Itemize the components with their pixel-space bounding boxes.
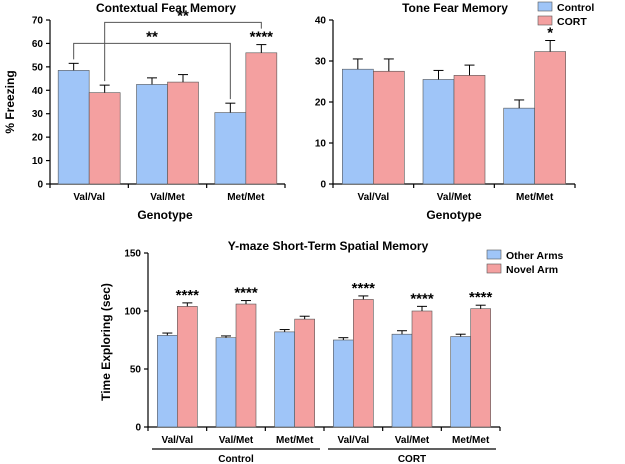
contextual-x-label: Genotype [137, 208, 193, 222]
ymaze-significance-label: **** [234, 285, 258, 302]
contextual-bar [245, 52, 278, 185]
contextual-comparison-label: ** [177, 7, 189, 24]
contextual-comparison-bracket [104, 21, 262, 82]
tone-y-tick-label: 20 [315, 98, 327, 109]
contextual-y-tick-label: 60 [32, 39, 44, 50]
contextual-bar [214, 112, 247, 185]
tone-legend: Control CORT [537, 1, 594, 28]
ymaze-bar [157, 335, 178, 428]
legend-label-novel-arm: Novel Arm [506, 264, 558, 276]
ymaze-significance-label: **** [352, 280, 376, 297]
ymaze-category-label: Val/Met [395, 435, 430, 446]
contextual-y-tick-label: 20 [32, 133, 44, 144]
tone-title: Tone Fear Memory [402, 1, 508, 15]
contextual-bar [136, 84, 168, 185]
ymaze-bar [274, 331, 295, 428]
tone-bar [503, 107, 535, 185]
tone-y-tick-label: 40 [315, 16, 327, 27]
legend-swatch-other-arms [486, 249, 502, 260]
ymaze-significance-label: **** [469, 289, 493, 306]
ymaze-bar [294, 318, 315, 428]
tone-x-label: Genotype [426, 208, 482, 222]
ymaze-legend: Other Arms Novel Arm [486, 249, 564, 276]
contextual-category-label: Met/Met [227, 192, 265, 203]
contextual-bar [167, 81, 199, 185]
ymaze-bar [333, 339, 354, 428]
ymaze-y-tick-label: 0 [135, 423, 141, 434]
ymaze-category-label: Met/Met [276, 435, 314, 446]
legend-label-other-arms: Other Arms [506, 250, 564, 262]
ymaze-y-tick-label: 50 [130, 365, 142, 376]
tone-category-label: Val/Val [357, 192, 389, 203]
ymaze-bar [177, 306, 198, 428]
legend-swatch-control [537, 1, 553, 12]
contextual-bar [57, 70, 90, 185]
ymaze-bar [411, 310, 433, 428]
contextual-y-tick-label: 70 [32, 16, 44, 27]
ymaze-bar [353, 299, 374, 428]
legend-swatch-novel-arm [486, 263, 502, 274]
ymaze-bar [391, 333, 413, 428]
ymaze-significance-label: **** [410, 290, 434, 307]
ymaze-category-label: Val/Met [219, 435, 254, 446]
contextual-category-label: Val/Val [73, 192, 105, 203]
ymaze-y-tick-label: 100 [124, 307, 141, 318]
legend-label-control: Control [557, 2, 594, 14]
tone-bar [373, 70, 405, 185]
ymaze-group-label: Control [218, 454, 254, 464]
tone-significance-label: * [547, 25, 553, 42]
contextual-y-label: % Freezing [3, 70, 17, 133]
contextual-y-tick-label: 30 [32, 109, 44, 120]
ymaze-y-tick-label: 150 [124, 249, 141, 260]
ymaze-category-label: Val/Val [161, 435, 193, 446]
contextual-category-label: Val/Met [150, 192, 185, 203]
contextual-bar [88, 92, 121, 185]
contextual-y-tick-label: 40 [32, 86, 44, 97]
tone-category-label: Val/Met [437, 192, 472, 203]
tone-bar [534, 51, 566, 185]
legend-swatch-cort [537, 15, 553, 26]
ymaze-y-label: Time Exploring (sec) [99, 283, 113, 401]
ymaze-bar [450, 336, 471, 428]
tone-y-tick-label: 30 [315, 57, 327, 68]
contextual-y-tick-label: 50 [32, 62, 44, 73]
ymaze-bar [235, 303, 257, 428]
contextual-y-tick-label: 0 [37, 180, 43, 191]
ymaze-bar [470, 308, 491, 428]
contextual-title: Contextual Fear Memory [96, 1, 236, 15]
tone-bar [453, 75, 486, 185]
contextual-comparison-bracket [73, 42, 231, 100]
tone-category-label: Met/Met [516, 192, 554, 203]
tone-bar [342, 68, 374, 185]
ymaze-title: Y-maze Short-Term Spatial Memory [228, 239, 429, 253]
ymaze-bar [215, 337, 237, 428]
contextual-comparison-label: ** [146, 28, 158, 45]
contextual-y-tick-label: 10 [32, 156, 44, 167]
tone-y-tick-label: 10 [315, 139, 327, 150]
legend-label-cort: CORT [557, 16, 587, 28]
contextual-panel: Contextual Fear Memory % Freezing Genoty… [3, 1, 286, 222]
ymaze-category-label: Met/Met [452, 435, 490, 446]
ymaze-category-label: Val/Val [337, 435, 369, 446]
tone-bar [422, 79, 455, 185]
tone-panel: Tone Fear Memory Genotype Control CORT 0… [315, 1, 595, 222]
ymaze-significance-label: **** [176, 287, 200, 304]
ymaze-group-label: CORT [398, 454, 426, 464]
tone-y-tick-label: 0 [320, 180, 326, 191]
contextual-significance-label: **** [250, 29, 274, 46]
ymaze-panel: Y-maze Short-Term Spatial Memory Time Ex… [99, 239, 564, 464]
